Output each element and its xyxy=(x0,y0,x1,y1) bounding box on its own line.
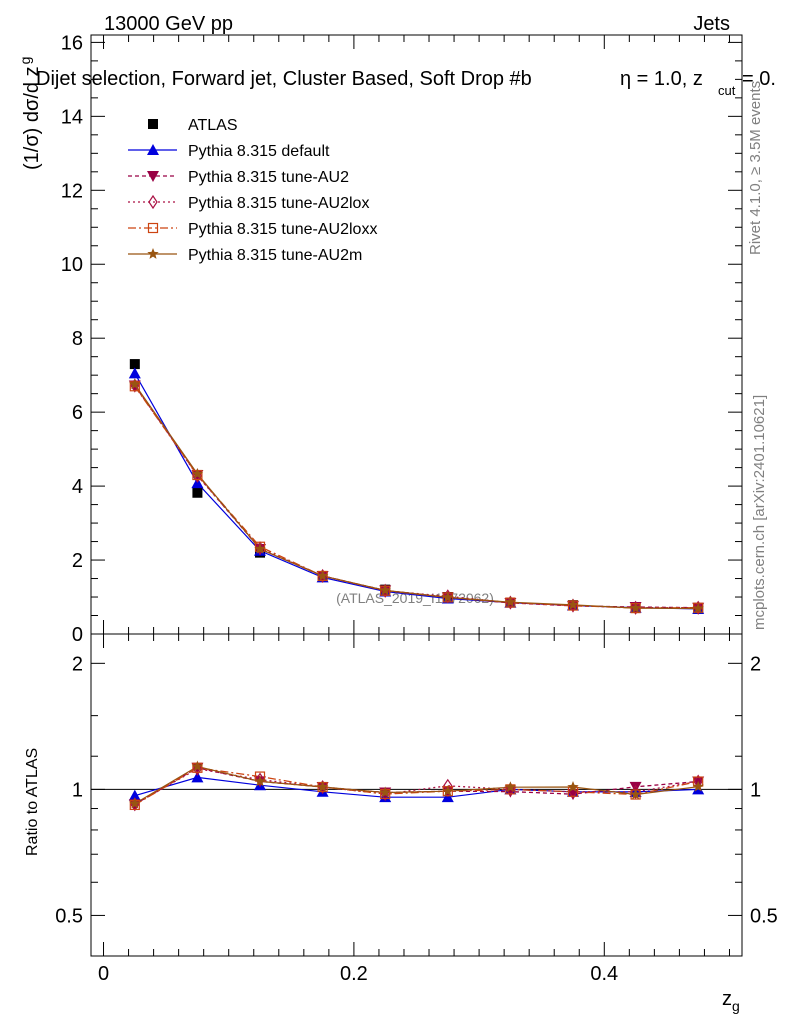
x-label: zg xyxy=(722,988,740,1014)
main-point-au2m xyxy=(504,596,517,608)
legend-marker-atlas xyxy=(148,119,158,129)
main-point-au2m xyxy=(316,569,329,581)
main-point-default xyxy=(128,367,141,379)
ratio-point-au2lox xyxy=(255,772,265,787)
main-point-au2m xyxy=(254,543,266,554)
legend-label-au2lox: Pythia 8.315 tune-AU2lox xyxy=(188,195,369,212)
x-tick-label: 0.2 xyxy=(340,963,368,985)
header-cut-sub: cut xyxy=(718,83,736,98)
legend-marker-au2 xyxy=(147,171,159,182)
ratio-point-au2 xyxy=(566,789,579,801)
ratio-line-au2m xyxy=(134,765,699,805)
ratio-y-tick-label-right: 1 xyxy=(750,779,761,801)
mcplots-label: mcplots.cern.ch [arXiv:2401.10621] xyxy=(751,395,768,630)
main-y-tick-label: 0 xyxy=(72,624,83,646)
legend-label-au2: Pythia 8.315 tune-AU2 xyxy=(188,169,349,186)
legend-label-atlas: ATLAS xyxy=(188,117,238,134)
main-line-au2loxx xyxy=(134,385,699,609)
x-label-sub: g xyxy=(732,998,740,1014)
legend-marker-au2loxx xyxy=(147,222,159,234)
ratio-point-au2m xyxy=(191,760,204,772)
main-point-atlas xyxy=(129,359,140,370)
legend-label-au2m: Pythia 8.315 tune-AU2m xyxy=(188,247,362,264)
header-jets: Jets xyxy=(693,13,730,35)
main-point-au2m xyxy=(567,598,579,610)
legend: ATLAS Pythia 8.315 default Pythia 8.315 tu… xyxy=(128,117,377,264)
ratio-point-au2 xyxy=(504,786,517,798)
main-y-tick-label: 6 xyxy=(72,402,83,424)
ratio-panel-frame xyxy=(90,633,743,957)
x-tick-label: 0.4 xyxy=(590,963,618,985)
header-selection: Dijet selection, Forward jet, Cluster Ba… xyxy=(36,68,532,90)
ratio-point-au2 xyxy=(629,781,642,793)
ratio-y-tick-label-right: 0.5 xyxy=(750,905,778,927)
ratio-point-default xyxy=(128,789,141,801)
main-series-lines xyxy=(128,359,705,615)
ratio-line-au2loxx xyxy=(134,767,699,806)
main-point-atlas xyxy=(192,487,203,498)
main-point-au2m xyxy=(442,591,454,603)
main-point-au2lox xyxy=(630,600,641,615)
legend-marker-default xyxy=(147,144,159,155)
legend-marker-au2m xyxy=(147,248,159,259)
ratio-series-lines xyxy=(128,760,705,812)
ratio-point-au2m xyxy=(129,797,141,809)
ratio-point-au2m xyxy=(379,786,391,798)
ratio-point-au2m xyxy=(504,781,517,793)
header-eta: η = 1.0, z xyxy=(620,68,703,90)
main-point-au2m xyxy=(692,602,704,614)
main-y-tick-label: 8 xyxy=(72,328,83,350)
rivet-label: Rivet 4.1.0, ≥ 3.5M events xyxy=(747,81,764,255)
analysis-watermark: (ATLAS_2019_I1772062) xyxy=(336,590,494,606)
main-point-au2m xyxy=(191,467,204,479)
main-line-default xyxy=(134,373,699,610)
main-y-tick-label: 2 xyxy=(72,550,83,572)
ratio-point-au2m xyxy=(629,788,642,800)
main-point-au2lox xyxy=(255,541,265,556)
main-point-au2m xyxy=(129,378,141,390)
main-y-tick-label: 4 xyxy=(72,476,83,498)
ratio-y-tick-label: 0.5 xyxy=(55,905,83,927)
x-label-text: z xyxy=(722,988,732,1010)
main-y-tick-label: 12 xyxy=(61,180,83,202)
main-y-label: (1/σ) dσ/d zg xyxy=(17,57,43,170)
ratio-point-au2m xyxy=(316,781,329,792)
ratio-point-au2m xyxy=(254,775,266,787)
ratio-y-tick-label-right: 2 xyxy=(750,653,761,675)
main-line-au2lox xyxy=(134,385,699,609)
ratio-y-tick-label: 2 xyxy=(72,653,83,675)
ratio-line-au2 xyxy=(134,767,699,805)
main-y-tick-label: 14 xyxy=(61,106,83,128)
main-point-au2lox xyxy=(693,600,703,615)
main-y-label-sub: g xyxy=(17,57,33,65)
main-y-tick-label: 10 xyxy=(61,254,83,276)
legend-label-au2loxx: Pythia 8.315 tune-AU2loxx xyxy=(188,221,377,238)
main-point-au2m xyxy=(379,584,391,596)
ratio-y-label: Ratio to ATLAS xyxy=(24,748,41,856)
ratio-y-tick-label: 1 xyxy=(72,779,83,801)
main-line-au2m xyxy=(134,384,699,610)
main-y-label-text: (1/σ) dσ/d z xyxy=(21,66,43,170)
main-point-au2m xyxy=(629,602,642,613)
legend-marker-au2lox xyxy=(148,194,158,210)
ratio-point-au2m xyxy=(442,785,454,797)
ratio-point-au2m xyxy=(692,780,704,792)
ratio-line-au2lox xyxy=(134,768,699,805)
ratio-line-default xyxy=(134,776,699,798)
header-zcut-tail: = 0. xyxy=(742,68,776,90)
ratio-point-default xyxy=(191,771,204,783)
ratio-point-au2m xyxy=(567,781,579,792)
main-line-au2 xyxy=(134,385,699,609)
legend-label-default: Pythia 8.315 default xyxy=(188,143,330,160)
x-tick-label: 0 xyxy=(98,963,109,985)
main-y-tick-label: 16 xyxy=(61,32,83,54)
header-energy: 13000 GeV pp xyxy=(104,13,233,35)
